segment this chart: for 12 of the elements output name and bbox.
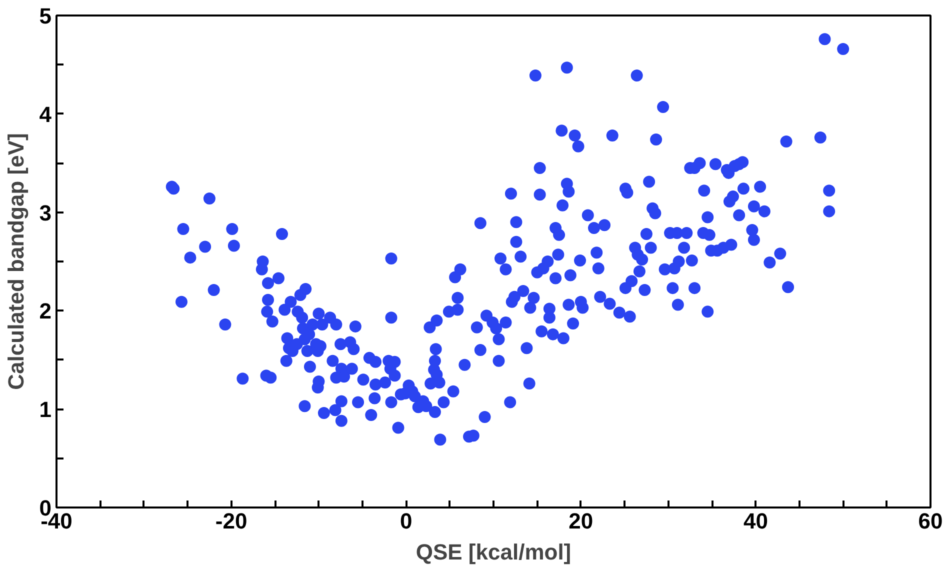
x-tick-label: 40 <box>743 508 768 534</box>
x-tick-label: 60 <box>918 508 943 534</box>
y-tick-label: 5 <box>39 4 52 28</box>
x-axis-title: QSE [kcal/mol] <box>416 540 572 564</box>
y-tick-label: 4 <box>39 102 52 127</box>
x-tick-label: -20 <box>215 508 248 534</box>
y-axis-title: Calculated bandgap [eV] <box>3 133 28 390</box>
y-tick-label: 1 <box>39 397 52 422</box>
x-tick-label: 20 <box>568 508 594 534</box>
x-tick-label: 0 <box>400 508 412 534</box>
y-tick-label: 2 <box>39 298 52 324</box>
y-tick-label: 3 <box>39 200 52 226</box>
